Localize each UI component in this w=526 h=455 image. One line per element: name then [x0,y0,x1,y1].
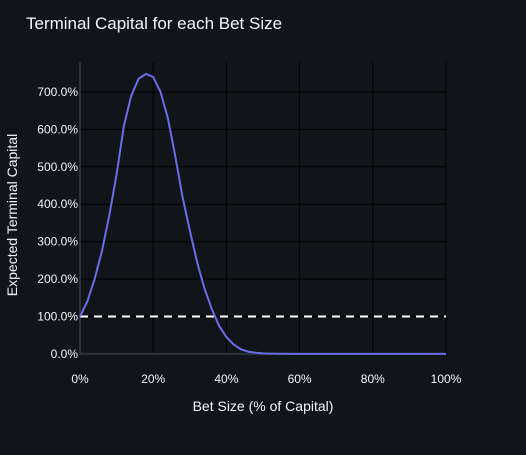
x-tick-label: 0% [71,372,89,386]
y-tick-label: 100.0% [37,309,78,323]
x-tick-label: 100% [431,372,462,386]
x-tick-label: 80% [361,372,385,386]
grid-layer [80,62,447,355]
y-tick-label: 0.0% [51,347,79,361]
y-tick-label: 300.0% [37,235,78,249]
x-tick-label: 40% [214,372,238,386]
zero-line-layer [79,62,446,355]
x-tick-label: 20% [141,372,165,386]
y-tick-labels: 0.0% 100.0% 200.0% 300.0% 400.0% 500.0% 600.0%… [37,85,78,361]
series-line [79,72,446,355]
y-tick-label: 500.0% [37,160,78,174]
x-axis-label: Bet Size (% of Capital) [193,398,334,414]
y-tick-label: 600.0% [37,122,78,136]
chart-title: Terminal Capital for each Bet Size [26,14,283,33]
y-axis-label: Expected Terminal Capital [4,134,20,296]
x-tick-label: 60% [288,372,312,386]
x-tick-labels: 0% 20% 40% 60% 80% 100% [71,372,461,386]
series-layer [79,72,446,355]
y-tick-label: 700.0% [37,85,78,99]
y-tick-label: 200.0% [37,272,78,286]
y-tick-label: 400.0% [37,197,78,211]
